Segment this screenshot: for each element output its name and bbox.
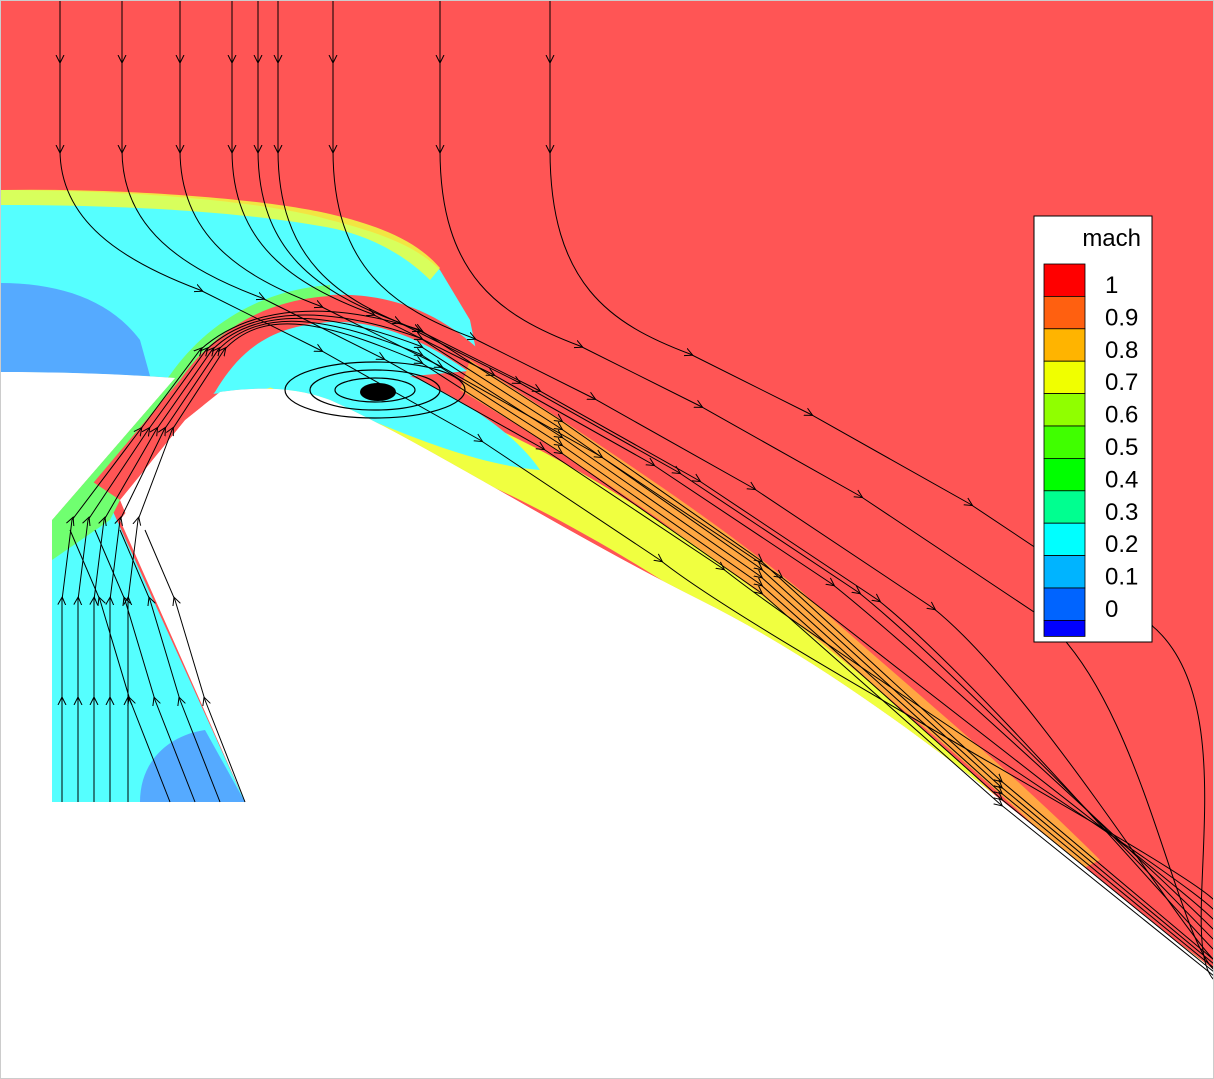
legend-swatch: [1043, 522, 1086, 557]
legend-label: 0.5: [1105, 434, 1138, 461]
streamlines: [60, 0, 1214, 981]
vortex-ring: [284, 361, 466, 419]
legend-swatch: [1043, 263, 1086, 297]
streamline: [144, 529, 246, 803]
streamline: [119, 529, 221, 803]
legend-label: 0: [1105, 596, 1118, 623]
streamline: [128, 323, 1214, 977]
streamline: [94, 529, 196, 803]
legend-swatch: [1043, 360, 1086, 395]
legend-label: 0.4: [1105, 466, 1138, 493]
vortex-core: [284, 361, 466, 419]
legend-swatch: [1043, 295, 1086, 330]
legend-swatch: [1043, 457, 1086, 492]
streamline: [69, 529, 171, 803]
legend: mach 1 0.9 0.8 0.7 0.6 0.5 0.4 0.3 0.2 0.1 0: [1033, 215, 1153, 643]
legend-label: 0.9: [1105, 304, 1138, 331]
legend-swatch: [1043, 490, 1086, 524]
legend-label: 0.8: [1105, 337, 1138, 364]
legend-swatch: [1043, 555, 1086, 589]
legend-swatch: [1043, 328, 1086, 362]
legend-label: 0.6: [1105, 402, 1138, 429]
legend-label: 0.2: [1105, 531, 1138, 558]
legend-label: 0.1: [1105, 564, 1138, 591]
legend-title: mach: [1082, 225, 1141, 252]
legend-swatch: [1043, 393, 1086, 427]
legend-label: 1: [1105, 272, 1118, 299]
legend-swatch: [1043, 425, 1086, 459]
vortex-center: [360, 383, 396, 401]
legend-swatch: [1043, 620, 1086, 637]
legend-swatches: 1 0.9 0.8 0.7 0.6 0.5 0.4 0.3 0.2 0.1 0: [1043, 263, 1138, 637]
vortex-ring: [309, 369, 441, 411]
legend-label: 0.3: [1105, 499, 1138, 526]
legend-label: 0.7: [1105, 369, 1138, 396]
vortex-ring: [334, 377, 416, 403]
legend-swatch: [1043, 587, 1086, 621]
